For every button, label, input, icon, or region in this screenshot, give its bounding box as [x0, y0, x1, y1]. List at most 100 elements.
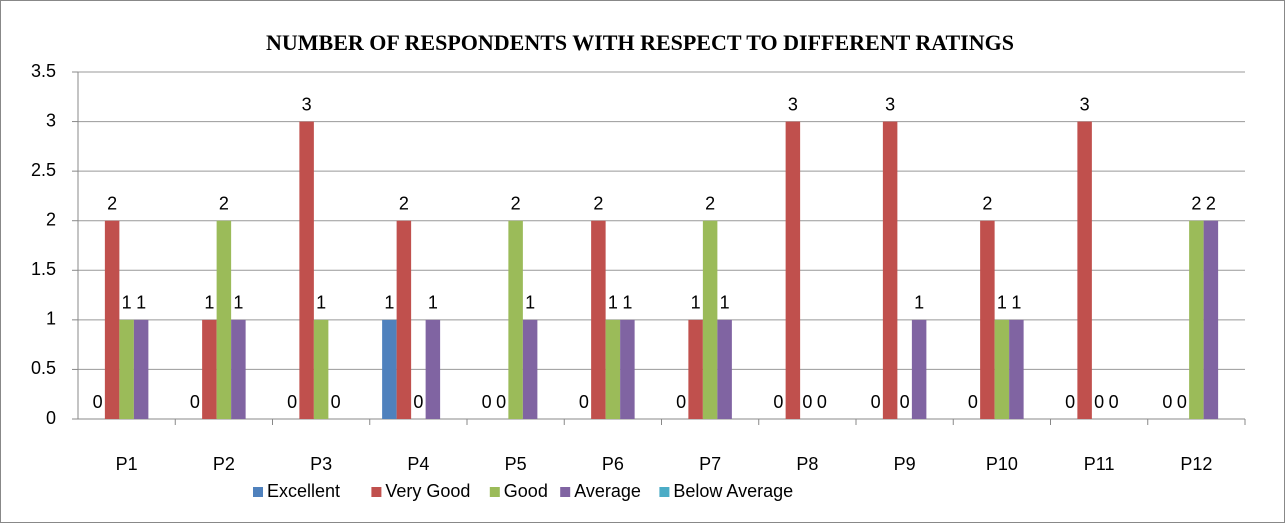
bar — [202, 319, 217, 419]
bar — [1189, 220, 1204, 419]
data-label: 1 — [691, 293, 701, 313]
data-label: 2 — [1206, 193, 1216, 213]
x-tick-label: P4 — [407, 454, 429, 474]
data-label: 1 — [525, 293, 535, 313]
data-label: 0 — [968, 392, 978, 412]
data-label: 1 — [608, 293, 618, 313]
data-label: 3 — [885, 94, 895, 114]
data-label: 3 — [788, 94, 798, 114]
x-tick-label: P12 — [1180, 454, 1212, 474]
x-tick-label: P9 — [894, 454, 916, 474]
x-tick-label: P11 — [1084, 454, 1115, 474]
data-label: 2 — [705, 193, 715, 213]
bar — [591, 220, 606, 419]
data-label: 2 — [511, 193, 521, 213]
legend-swatch — [659, 487, 670, 497]
data-label: 1 — [136, 293, 146, 313]
bar — [216, 220, 232, 419]
data-label: 0 — [1065, 392, 1075, 412]
legend-label: Good — [504, 481, 548, 501]
data-label: 0 — [1109, 392, 1119, 412]
data-label: 2 — [107, 193, 117, 213]
data-label: 0 — [496, 392, 506, 412]
legend-label: Average — [574, 481, 641, 501]
bar — [119, 319, 134, 419]
bar — [382, 319, 397, 419]
bar — [522, 319, 538, 419]
bar — [717, 319, 732, 419]
data-label: 2 — [1191, 193, 1201, 213]
y-tick-label: 2.5 — [31, 160, 56, 180]
data-label: 0 — [190, 392, 200, 412]
data-label: 1 — [384, 293, 394, 313]
y-tick-label: 0 — [46, 408, 56, 428]
data-label: 2 — [982, 193, 992, 213]
bar — [299, 121, 314, 420]
bar — [882, 121, 898, 420]
x-tick-label: P1 — [116, 454, 138, 474]
data-label: 1 — [233, 293, 243, 313]
bar — [313, 319, 329, 419]
legend-label: Below Average — [673, 481, 793, 501]
legend-swatch — [560, 487, 571, 497]
bar — [620, 319, 635, 419]
x-tick-label: P2 — [213, 454, 235, 474]
bar — [425, 319, 441, 419]
data-label: 1 — [122, 293, 132, 313]
legend-swatch — [371, 487, 382, 497]
bar — [785, 121, 801, 420]
y-tick-label: 3 — [46, 110, 56, 130]
data-label: 2 — [593, 193, 603, 213]
data-label: 1 — [622, 293, 632, 313]
data-label: 2 — [399, 193, 409, 213]
data-label: 1 — [1011, 293, 1021, 313]
data-label: 0 — [413, 392, 423, 412]
data-label: 0 — [773, 392, 783, 412]
data-label: 0 — [482, 392, 492, 412]
data-label: 0 — [817, 392, 827, 412]
data-label: 1 — [316, 293, 326, 313]
data-label: 1 — [997, 293, 1007, 313]
data-label: 0 — [93, 392, 103, 412]
bar — [605, 319, 621, 419]
data-label: 2 — [219, 193, 229, 213]
x-tick-label: P3 — [310, 454, 332, 474]
chart-title: NUMBER OF RESPONDENTS WITH RESPECT TO DI… — [266, 30, 1014, 55]
data-label: 0 — [287, 392, 297, 412]
data-label: 0 — [802, 392, 812, 412]
data-label: 1 — [428, 293, 438, 313]
y-tick-label: 3.5 — [31, 61, 56, 81]
legend-swatch — [253, 487, 263, 497]
x-tick-label: P8 — [796, 454, 818, 474]
bar — [980, 220, 995, 419]
x-tick-label: P5 — [505, 454, 527, 474]
bar — [104, 220, 120, 419]
bar — [702, 220, 718, 419]
x-tick-label: P6 — [602, 454, 624, 474]
data-label: 1 — [914, 293, 924, 313]
data-label: 3 — [1080, 94, 1090, 114]
data-label: 0 — [900, 392, 910, 412]
data-label: 0 — [1094, 392, 1104, 412]
data-label: 0 — [1162, 392, 1172, 412]
data-label: 0 — [871, 392, 881, 412]
bar — [396, 220, 412, 419]
data-label: 3 — [302, 94, 312, 114]
y-tick-label: 1 — [46, 309, 56, 329]
legend-label: Very Good — [385, 481, 470, 501]
y-tick-label: 2 — [46, 209, 56, 229]
data-label: 0 — [579, 392, 589, 412]
x-tick-label: P10 — [986, 454, 1018, 474]
bar — [133, 319, 149, 419]
bar — [231, 319, 246, 419]
bar — [994, 319, 1010, 419]
legend-label: Excellent — [267, 481, 340, 501]
bar — [1077, 121, 1092, 420]
data-label: 1 — [720, 293, 730, 313]
data-label: 1 — [204, 293, 214, 313]
x-tick-label: P7 — [699, 454, 721, 474]
bar — [1203, 220, 1219, 419]
data-label: 0 — [1177, 392, 1187, 412]
